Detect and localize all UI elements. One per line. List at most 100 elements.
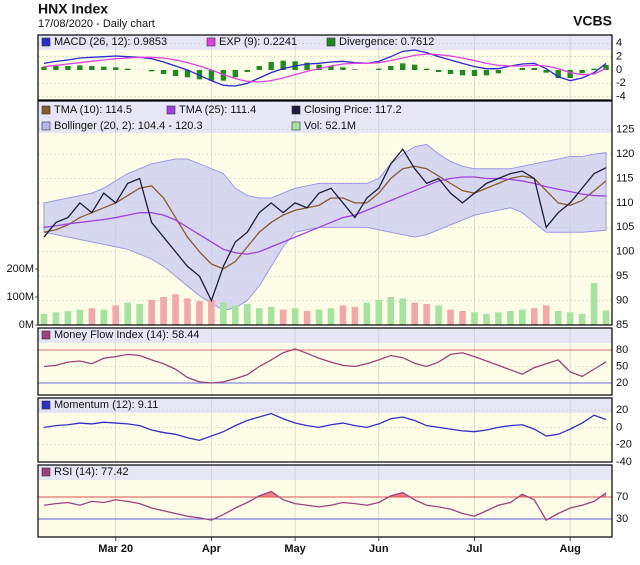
y-tick-label: 105	[616, 221, 634, 233]
divergence-bar	[256, 66, 262, 70]
volume-bar	[243, 304, 251, 325]
legend-label: Vol: 52.1M	[304, 120, 356, 132]
chart-subtitle: 17/08/2020 - Daily chart	[38, 18, 155, 30]
series-line	[43, 165, 607, 270]
series-line	[43, 412, 607, 442]
legend-swatch	[41, 105, 51, 115]
volume-bar	[52, 312, 60, 325]
volume-bar	[267, 306, 275, 325]
legend-swatch	[166, 105, 176, 115]
plot-area	[38, 465, 612, 537]
volume-bar	[208, 299, 215, 325]
volume-bar	[100, 309, 108, 325]
volume-bar	[303, 311, 311, 325]
volume-bar	[447, 309, 454, 325]
divergence-bar	[172, 70, 179, 76]
legend-label: Closing Price: 117.2	[304, 104, 402, 116]
volume-bar	[519, 309, 526, 325]
divergence-bar	[65, 66, 71, 70]
legend-swatch	[206, 37, 216, 47]
y-tick-label: 30	[616, 513, 628, 525]
y-tick-label: 20	[616, 404, 628, 416]
x-tick-label: May	[284, 543, 306, 555]
y-tick-label: 100	[616, 246, 634, 258]
panel-border	[37, 100, 613, 326]
divergence-bar	[124, 68, 131, 70]
legend-swatch	[41, 121, 51, 131]
volume-bar	[315, 309, 323, 325]
divergence-bar	[101, 66, 107, 70]
divergence-bar	[591, 68, 597, 70]
divergence-bar	[113, 67, 119, 70]
x-tick-label: Aug	[559, 543, 580, 555]
panel-border	[37, 464, 613, 538]
legend-label: TMA (25): 111.4	[179, 104, 256, 116]
divergence-bar	[208, 70, 215, 81]
y-tick-label: 20	[616, 377, 628, 389]
x-tick-label: Jun	[369, 543, 389, 555]
divergence-bar	[328, 66, 334, 70]
plot-area	[38, 35, 612, 100]
volume-bar	[327, 308, 335, 325]
volume-bar	[136, 304, 143, 325]
volume-bar	[160, 297, 167, 325]
series-line	[43, 490, 607, 521]
divergence-bar	[148, 70, 155, 72]
legend-swatch	[41, 37, 51, 47]
volume-bar	[387, 297, 395, 325]
y-tick-label: 4	[616, 37, 622, 49]
divergence-bar	[340, 67, 346, 70]
volume-bar	[220, 302, 227, 325]
legend-swatch	[326, 37, 336, 47]
divergence-bar	[543, 70, 549, 73]
x-tick-label: Apr	[202, 543, 222, 555]
y-tick-label: 0	[616, 64, 622, 76]
legend-label: Divergence: 0.7612	[339, 36, 434, 48]
legend-label: TMA (10): 114.5	[54, 104, 132, 116]
divergence-bar	[579, 70, 585, 74]
y2-tick-label: 100M	[6, 291, 34, 303]
y-tick-label: -20	[616, 439, 632, 451]
volume-bar	[507, 311, 514, 325]
volume-bar	[530, 308, 538, 325]
divergence-bar	[53, 66, 59, 70]
y-tick-label: 0	[616, 421, 622, 433]
chart-title: HNX Index	[38, 1, 108, 17]
legend-strip	[38, 35, 612, 50]
volume-bar	[291, 308, 299, 325]
volume-bar	[76, 309, 84, 325]
volume-bar	[495, 312, 502, 325]
divergence-bar	[435, 70, 442, 72]
volume-bar	[339, 305, 347, 325]
divergence-bar	[459, 70, 466, 76]
volume-bar	[542, 305, 550, 325]
volume-bar	[64, 311, 72, 325]
divergence-bar	[388, 66, 394, 70]
x-tick-label: Jul	[467, 543, 483, 555]
volume-bar	[232, 305, 239, 325]
series-line	[43, 53, 607, 83]
legend-label: RSI (14): 77.42	[54, 466, 129, 478]
divergence-bar	[280, 60, 286, 70]
volume-bar	[590, 283, 598, 325]
panel-border	[37, 397, 613, 463]
divergence-bar	[471, 70, 478, 76]
x-tick-label: Mar 20	[98, 543, 133, 555]
divergence-bar	[304, 62, 310, 70]
series-line	[43, 176, 607, 255]
legend-swatch	[291, 105, 301, 115]
volume-bar	[471, 312, 478, 325]
divergence-bar	[447, 70, 454, 74]
volume-bar	[602, 310, 610, 325]
divergence-bar	[376, 68, 382, 70]
volume-bar	[554, 311, 562, 325]
y-tick-label: 120	[616, 148, 634, 160]
divergence-bar	[495, 70, 502, 74]
volume-bar	[112, 305, 120, 325]
legend-label: EXP (9): 0.2241	[219, 36, 297, 48]
y-tick-label: 80	[616, 344, 628, 356]
volume-bar	[459, 311, 466, 325]
divergence-bar	[519, 68, 526, 70]
divergence-bar	[423, 68, 430, 70]
